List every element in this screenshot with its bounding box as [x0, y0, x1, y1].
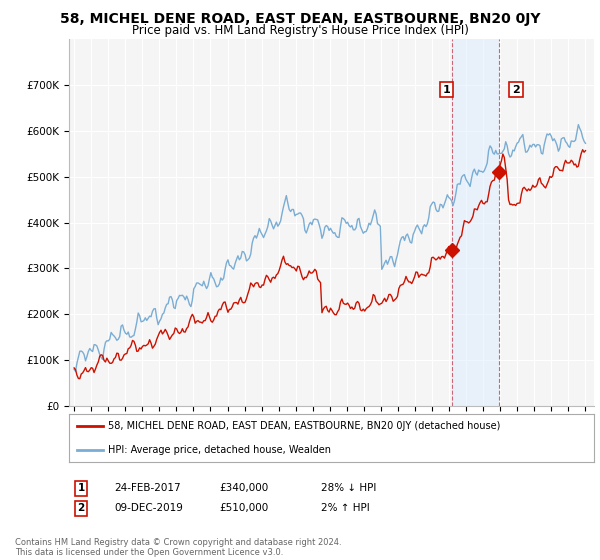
Text: 1: 1	[443, 85, 451, 95]
Text: 09-DEC-2019: 09-DEC-2019	[114, 503, 183, 514]
Text: 58, MICHEL DENE ROAD, EAST DEAN, EASTBOURNE, BN20 0JY (detached house): 58, MICHEL DENE ROAD, EAST DEAN, EASTBOU…	[109, 421, 501, 431]
Text: 2% ↑ HPI: 2% ↑ HPI	[321, 503, 370, 514]
Text: 1: 1	[77, 483, 85, 493]
Text: 28% ↓ HPI: 28% ↓ HPI	[321, 483, 376, 493]
Text: £340,000: £340,000	[219, 483, 268, 493]
Text: HPI: Average price, detached house, Wealden: HPI: Average price, detached house, Weal…	[109, 445, 331, 455]
Bar	[452, 39, 499, 406]
Text: Contains HM Land Registry data © Crown copyright and database right 2024.
This d: Contains HM Land Registry data © Crown c…	[15, 538, 341, 557]
Text: Price paid vs. HM Land Registry's House Price Index (HPI): Price paid vs. HM Land Registry's House …	[131, 24, 469, 37]
Text: £510,000: £510,000	[219, 503, 268, 514]
Text: 24-FEB-2017: 24-FEB-2017	[114, 483, 181, 493]
Text: 2: 2	[512, 85, 520, 95]
Text: 58, MICHEL DENE ROAD, EAST DEAN, EASTBOURNE, BN20 0JY: 58, MICHEL DENE ROAD, EAST DEAN, EASTBOU…	[60, 12, 540, 26]
Text: 2: 2	[77, 503, 85, 514]
